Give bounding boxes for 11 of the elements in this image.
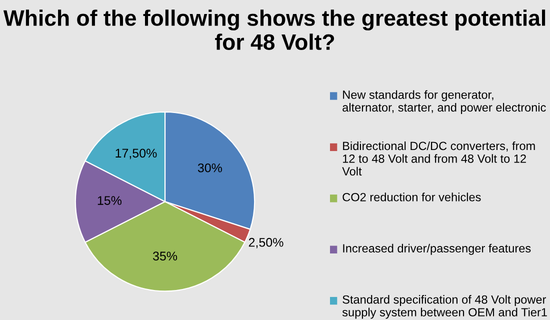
data-label: 17,50% [116,148,157,160]
data-label: 15% [98,196,122,205]
chart-title: Which of the following shows the greatest potential for 48 Volt? [3,10,546,50]
legend-label: CO2 reduction for vehicles [342,192,481,202]
legend-label: New standards for generator, alternator, starter, and power electronic [342,90,546,114]
data-label: 30% [198,163,222,172]
data-label: 35% [152,252,178,261]
legend-label: Standard specification of 48 Volt power supply system between OEM and Tier1 [342,295,547,319]
legend-label: Bidirectional DC/DC converters, from 12 to 48 Volt and from 48 Volt to 12 Volt [342,141,535,176]
data-label: 2,50% [248,238,284,248]
legend-label: Increased driver/passenger features [343,244,531,255]
